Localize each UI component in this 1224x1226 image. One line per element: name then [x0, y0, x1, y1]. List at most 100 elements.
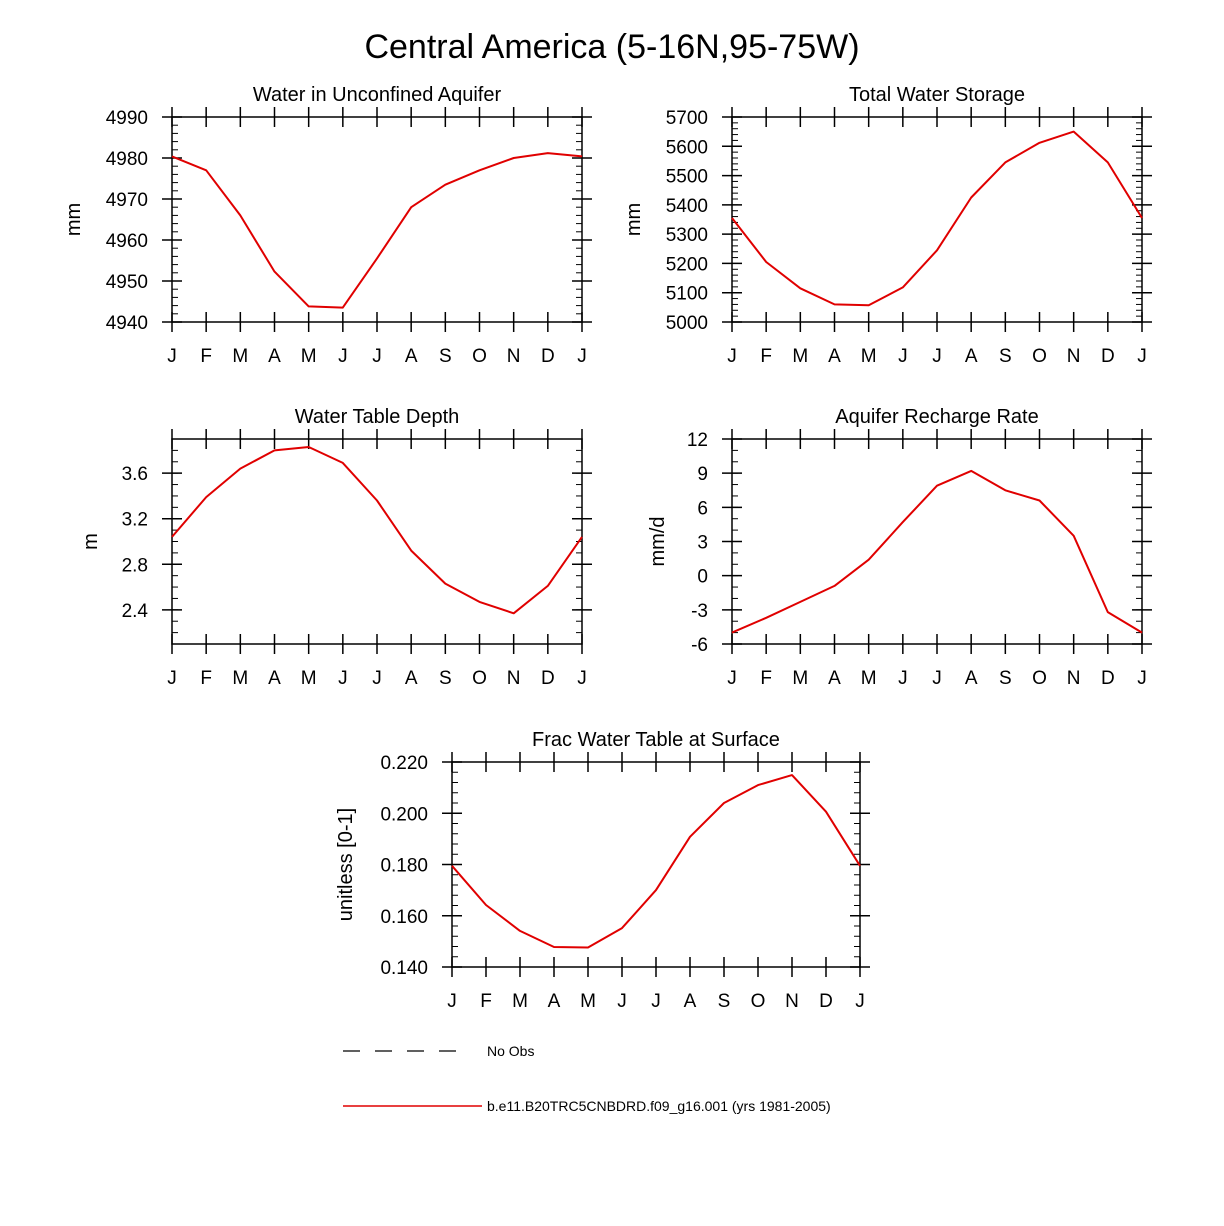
y-axis-label: mm [623, 203, 645, 236]
x-tick-label: N [1067, 668, 1081, 689]
plot-frame [171, 116, 583, 323]
x-tick-label: A [405, 668, 418, 689]
x-tick-label: D [541, 668, 555, 689]
x-tick-label: N [507, 346, 521, 367]
x-tick-label: J [167, 668, 177, 689]
x-tick-label: F [480, 991, 492, 1012]
x-tick-label: J [898, 668, 908, 689]
x-tick-label: F [200, 346, 212, 367]
x-tick-label: J [338, 346, 348, 367]
x-tick-label: N [1067, 346, 1081, 367]
x-tick-label: F [760, 668, 772, 689]
x-tick-label: J [932, 668, 942, 689]
y-tick-label: 4940 [106, 313, 148, 334]
y-tick-label: 5100 [666, 284, 708, 305]
x-tick-label: D [1101, 346, 1115, 367]
x-tick-label: J [577, 346, 587, 367]
x-tick-label: A [268, 668, 281, 689]
x-tick-label: J [855, 991, 865, 1012]
y-tick-label: 6 [697, 498, 708, 519]
y-tick-label: 5500 [666, 167, 708, 188]
y-tick-label: 2.8 [122, 555, 148, 576]
x-tick-label: O [1032, 668, 1047, 689]
x-tick-label: O [472, 346, 487, 367]
y-tick-label: 5200 [666, 254, 708, 275]
panel-title: Frac Water Table at Surface [532, 729, 780, 751]
y-tick-label: 0.160 [380, 907, 428, 928]
x-tick-label: J [447, 991, 457, 1012]
series-line [731, 469, 1143, 634]
panel-title: Water in Unconfined Aquifer [253, 84, 502, 106]
series-line [451, 774, 861, 949]
x-tick-label: M [301, 668, 317, 689]
x-tick-label: O [751, 991, 766, 1012]
x-tick-label: M [861, 668, 877, 689]
x-tick-label: J [932, 346, 942, 367]
x-tick-label: J [898, 346, 908, 367]
plot-frame [731, 438, 1143, 645]
legend: No Obs b.e11.B20TRC5CNBDRD.f09_g16.001 (… [343, 1043, 831, 1114]
y-tick-label: 5300 [666, 225, 708, 246]
y-tick-label: 4960 [106, 231, 148, 252]
x-tick-label: A [548, 991, 561, 1012]
plot-frame [731, 116, 1143, 323]
y-tick-label: 0 [697, 567, 708, 588]
y-tick-label: 0.180 [380, 856, 428, 877]
legend-obs-label: No Obs [487, 1043, 534, 1059]
x-tick-label: J [651, 991, 661, 1012]
x-tick-label: S [999, 668, 1012, 689]
series-line [731, 130, 1143, 307]
x-tick-label: A [405, 346, 418, 367]
x-tick-label: N [507, 668, 521, 689]
y-tick-label: 5000 [666, 313, 708, 334]
panel-total-water-storage: Total Water Storage mm 5000 5100 5200 5300 540… [623, 84, 1152, 367]
x-tick-label: S [439, 346, 452, 367]
y-tick-label: 12 [687, 430, 708, 451]
y-tick-label: 5600 [666, 137, 708, 158]
x-tick-label: A [828, 346, 841, 367]
y-tick-label: 0.140 [380, 958, 428, 979]
x-tick-label: J [372, 668, 382, 689]
x-tick-label: O [472, 668, 487, 689]
x-tick-label: D [1101, 668, 1115, 689]
figure-title: Central America (5-16N,95-75W) [364, 28, 859, 66]
x-tick-label: J [577, 668, 587, 689]
x-tick-label: A [965, 346, 978, 367]
x-tick-label: A [268, 346, 281, 367]
x-tick-label: S [999, 346, 1012, 367]
y-tick-label: 2.4 [122, 601, 149, 622]
panel-title: Aquifer Recharge Rate [835, 406, 1038, 428]
x-tick-label: A [684, 991, 697, 1012]
x-tick-label: M [861, 346, 877, 367]
x-tick-label: M [512, 991, 528, 1012]
x-tick-label: N [785, 991, 799, 1012]
x-tick-label: M [232, 668, 248, 689]
x-tick-label: M [792, 668, 808, 689]
x-tick-label: D [541, 346, 555, 367]
legend-model-label: b.e11.B20TRC5CNBDRD.f09_g16.001 (yrs 198… [487, 1098, 831, 1114]
x-tick-label: A [828, 668, 841, 689]
x-tick-label: A [965, 668, 978, 689]
x-tick-label: J [727, 346, 737, 367]
x-tick-label: M [792, 346, 808, 367]
x-tick-label: F [200, 668, 212, 689]
y-tick-label: 5700 [666, 108, 708, 129]
panel-title: Water Table Depth [295, 406, 460, 428]
x-tick-label: M [580, 991, 596, 1012]
panel-water-in-unconfined-aquifer: Water in Unconfined Aquifer mm 4940 4950 496… [63, 84, 592, 367]
x-tick-label: J [338, 668, 348, 689]
y-tick-label: 5400 [666, 196, 708, 217]
x-tick-label: J [727, 668, 737, 689]
x-tick-label: J [167, 346, 177, 367]
y-tick-label: 9 [697, 464, 708, 485]
y-axis-label: mm/d [647, 517, 669, 567]
x-tick-label: M [301, 346, 317, 367]
x-tick-label: D [819, 991, 833, 1012]
x-tick-label: J [1137, 346, 1147, 367]
y-tick-label: -3 [691, 601, 708, 622]
panel-frac-water-table-at-surface: Frac Water Table at Surface unitless [0-1… [335, 729, 870, 1012]
x-tick-label: O [1032, 346, 1047, 367]
